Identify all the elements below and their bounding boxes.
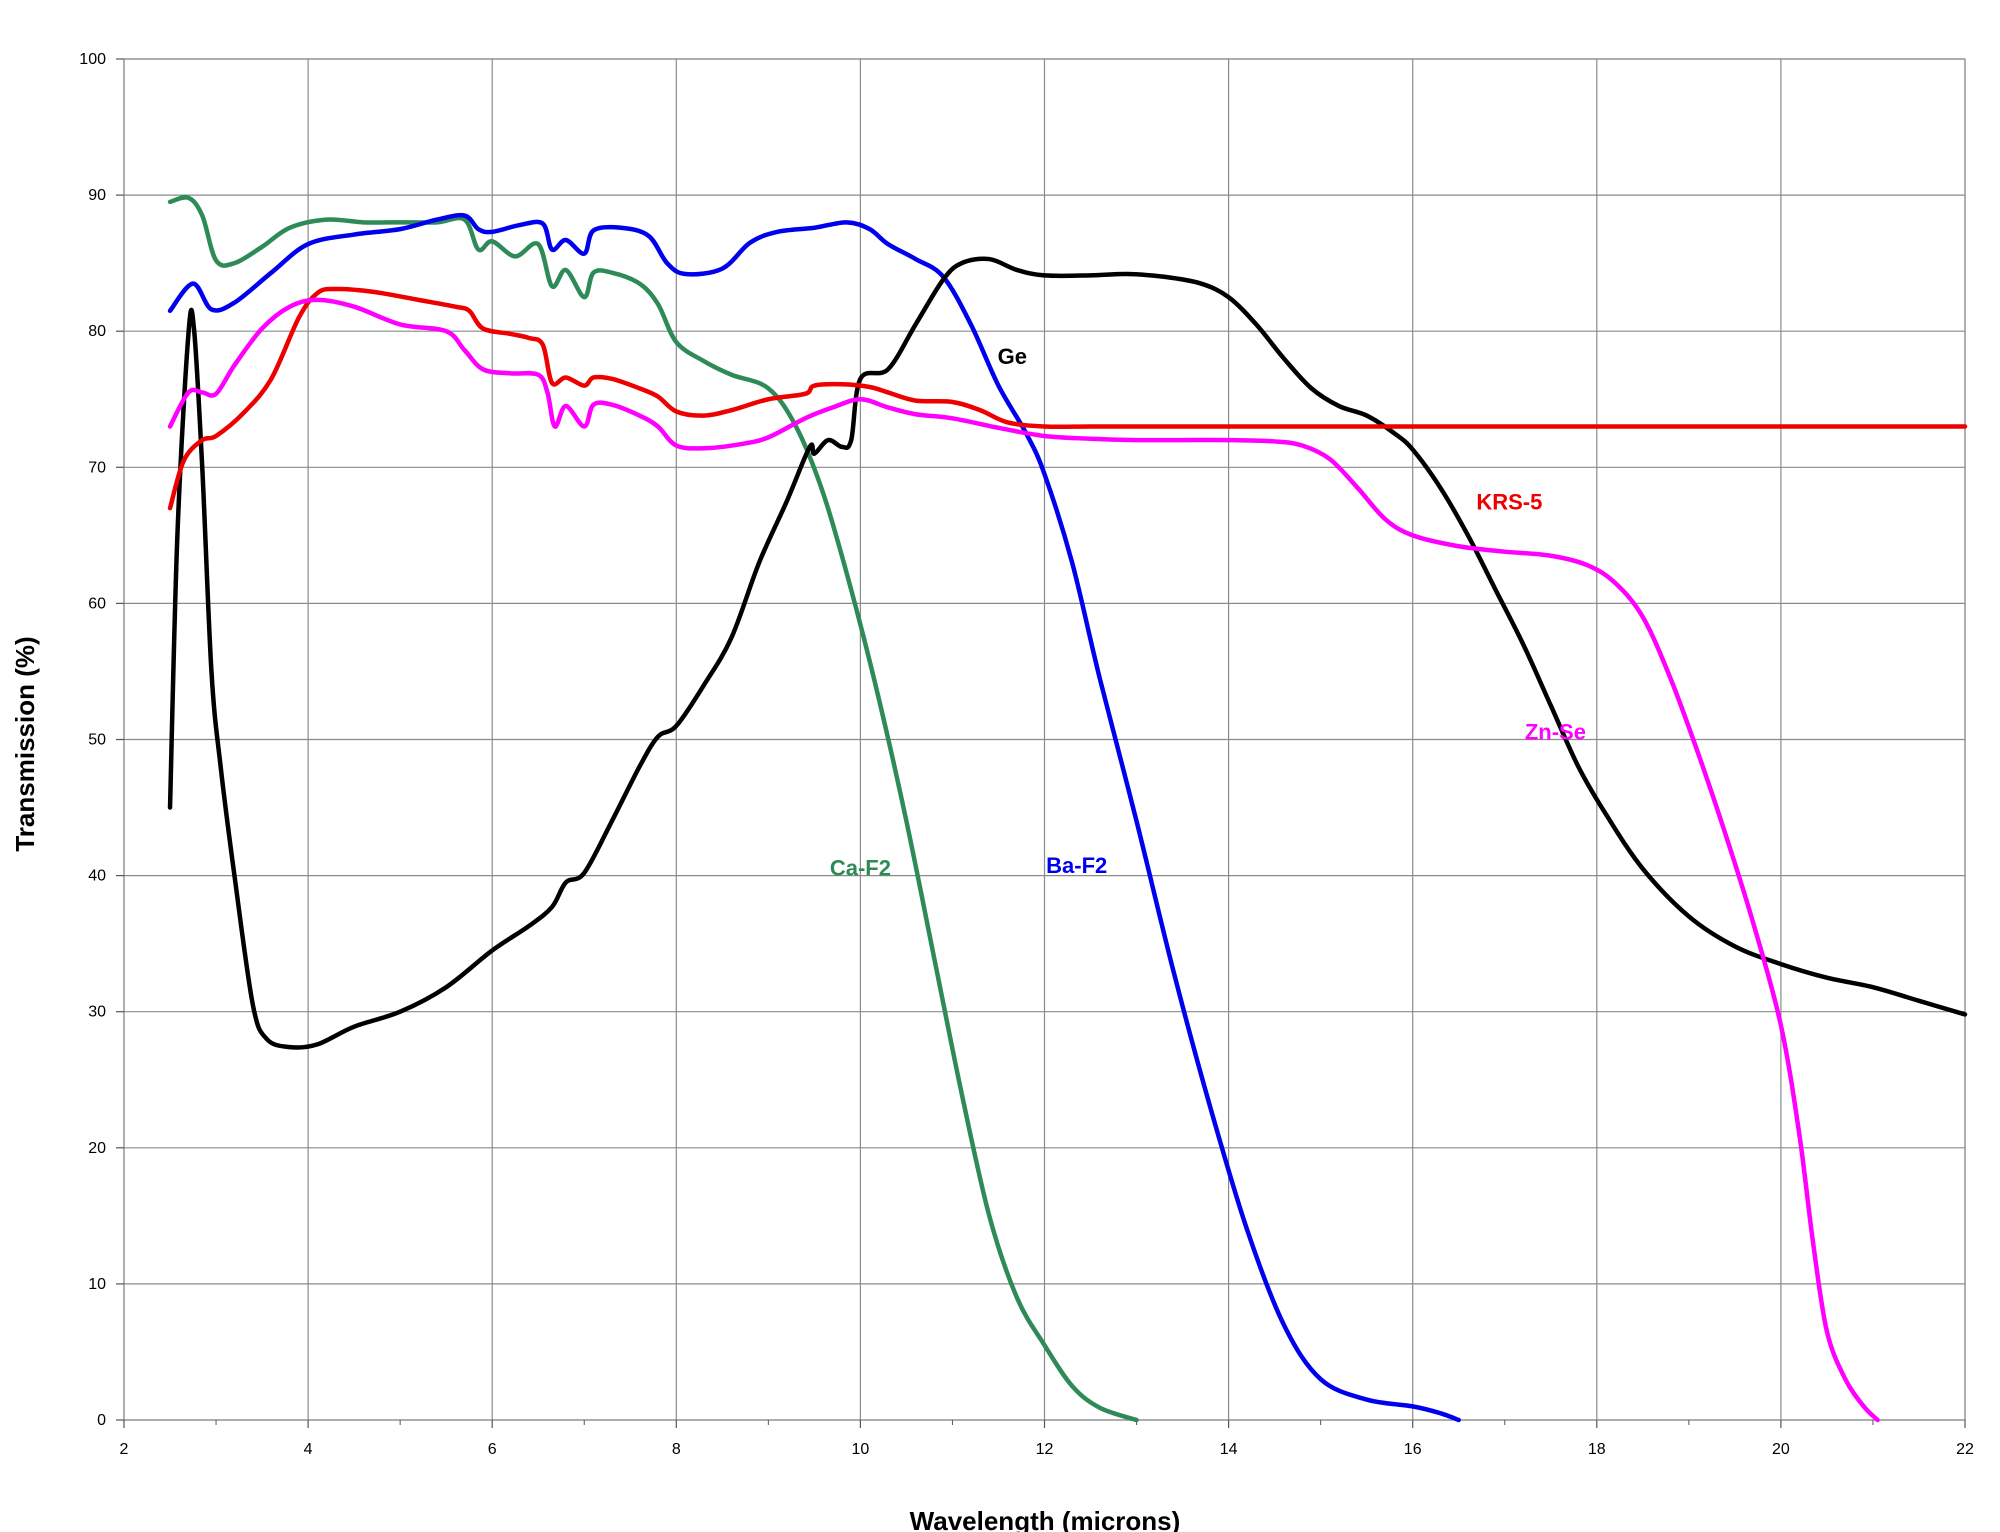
x-tick-label: 20 (1772, 1441, 1790, 1458)
y-tick-label: 60 (88, 595, 106, 612)
y-axis-title: Transmission (%) (10, 636, 40, 851)
x-axis-title: Wavelength (microns) (910, 1506, 1181, 1532)
y-tick-label: 10 (88, 1276, 106, 1293)
grid (123, 58, 1966, 1421)
series-label-ge: Ge (998, 344, 1027, 369)
x-tick-label: 16 (1404, 1441, 1422, 1458)
y-tick-label: 70 (88, 459, 106, 476)
y-tick-label: 50 (88, 732, 106, 749)
series-label-ba-f2: Ba-F2 (1046, 853, 1107, 878)
series-line-ge (167, 256, 1968, 1050)
y-tick-label: 20 (88, 1140, 106, 1157)
y-tick-label: 0 (97, 1412, 106, 1429)
series-labels: Ca-F2 Ba-F2 Ge KRS-5 Zn-Se (830, 344, 1586, 881)
x-axis: 2 4 6 8 10 12 14 16 18 20 22 (120, 1420, 1974, 1458)
y-tick-label: 80 (88, 323, 106, 340)
series-line-krs-5 (167, 286, 1968, 511)
x-tick-label: 6 (488, 1441, 497, 1458)
y-tick-label: 100 (79, 51, 106, 68)
series-lines (167, 195, 1968, 1423)
x-tick-label: 18 (1588, 1441, 1606, 1458)
series-label-krs-5: KRS-5 (1476, 489, 1542, 514)
series-line-ba-f2 (167, 212, 1461, 1423)
y-tick-label: 40 (88, 868, 106, 885)
x-tick-label: 10 (852, 1441, 870, 1458)
x-tick-label: 22 (1956, 1441, 1974, 1458)
series-line-ca-f2 (167, 195, 1139, 1423)
series-line-zn-se (167, 297, 1880, 1423)
y-tick-label: 90 (88, 187, 106, 204)
y-tick-label: 30 (88, 1004, 106, 1021)
x-tick-label: 2 (120, 1441, 129, 1458)
x-tick-label: 4 (304, 1441, 313, 1458)
series-label-zn-se: Zn-Se (1525, 720, 1586, 745)
series-label-ca-f2: Ca-F2 (830, 856, 891, 881)
y-axis: 0 10 20 30 40 50 60 70 80 90 100 (79, 51, 124, 1429)
x-tick-label: 12 (1036, 1441, 1054, 1458)
x-tick-label: 8 (672, 1441, 681, 1458)
x-tick-label: 14 (1220, 1441, 1238, 1458)
